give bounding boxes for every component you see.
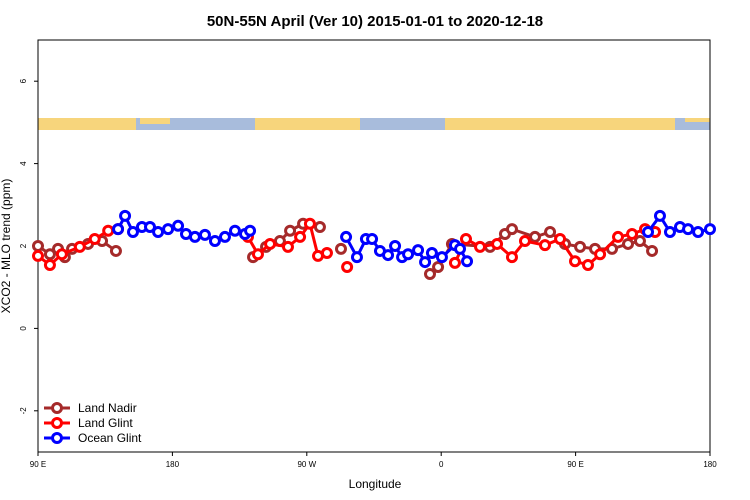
- point: [412, 244, 425, 257]
- point: [425, 247, 438, 260]
- point: [704, 223, 716, 236]
- point: [554, 232, 567, 245]
- point: [633, 235, 646, 248]
- point: [646, 244, 659, 257]
- legend-swatch-marker: [51, 402, 63, 414]
- point: [505, 251, 518, 264]
- point: [281, 240, 294, 253]
- point: [294, 230, 307, 243]
- point: [653, 209, 666, 222]
- point: [119, 209, 132, 222]
- point: [382, 249, 395, 262]
- point: [574, 240, 587, 253]
- y-tick-label: -2: [19, 407, 28, 415]
- y-axis-label: XCO2 - MLO trend (ppm): [0, 179, 13, 314]
- point: [461, 255, 474, 268]
- legend-label: Land Glint: [78, 416, 133, 430]
- point: [341, 261, 354, 274]
- point: [43, 248, 56, 261]
- x-tick-label: 180: [703, 460, 717, 469]
- point: [682, 223, 695, 236]
- point: [505, 223, 518, 236]
- point: [340, 230, 353, 243]
- point: [544, 225, 557, 238]
- point: [126, 225, 139, 238]
- point: [569, 255, 582, 268]
- point: [626, 228, 639, 241]
- point: [55, 248, 68, 261]
- point: [594, 248, 607, 261]
- point: [663, 225, 676, 238]
- point: [244, 224, 257, 237]
- point: [432, 261, 445, 274]
- y-tick-label: 2: [19, 243, 28, 248]
- point: [198, 228, 211, 241]
- point: [320, 247, 333, 260]
- legend-swatch-marker: [51, 432, 63, 444]
- point: [228, 224, 241, 237]
- point: [538, 239, 551, 252]
- x-tick-label: 90 W: [297, 460, 316, 469]
- point: [112, 223, 125, 236]
- y-tick-label: 6: [19, 78, 28, 83]
- point: [109, 244, 122, 257]
- point: [303, 217, 316, 230]
- point: [334, 242, 347, 255]
- point: [88, 232, 101, 245]
- point: [435, 251, 448, 264]
- point: [350, 251, 363, 264]
- point: [172, 219, 185, 232]
- point: [73, 240, 86, 253]
- x-axis-label: Longitude: [349, 477, 402, 491]
- point: [528, 230, 541, 243]
- point: [32, 249, 44, 262]
- point: [264, 237, 277, 250]
- legend-swatch-marker: [51, 417, 63, 429]
- x-tick-label: 0: [439, 460, 444, 469]
- point: [102, 224, 115, 237]
- point: [424, 268, 436, 281]
- point: [642, 225, 655, 238]
- point: [284, 224, 297, 237]
- point: [152, 225, 165, 238]
- chart-title: 50N-55N April (Ver 10) 2015-01-01 to 202…: [207, 13, 543, 30]
- point: [454, 242, 467, 255]
- point: [251, 248, 264, 261]
- y-tick-label: 0: [19, 326, 28, 331]
- point: [612, 230, 625, 243]
- point: [389, 240, 402, 252]
- point: [419, 256, 432, 269]
- point: [208, 235, 221, 248]
- point: [162, 223, 175, 236]
- point: [218, 230, 231, 243]
- point: [491, 237, 504, 250]
- point: [518, 235, 531, 248]
- point: [366, 232, 379, 245]
- point: [474, 240, 487, 253]
- x-tick-label: 180: [166, 460, 180, 469]
- point: [622, 237, 635, 250]
- point: [188, 230, 201, 243]
- point: [402, 248, 415, 261]
- legend-label: Land Nadir: [78, 401, 137, 415]
- land-ocean-strip: [38, 118, 710, 130]
- point: [581, 258, 594, 271]
- x-tick-label: 90 E: [30, 460, 46, 469]
- point: [144, 221, 156, 234]
- legend-label: Ocean Glint: [78, 431, 142, 445]
- point: [459, 232, 472, 245]
- point: [448, 256, 461, 269]
- point: [43, 258, 56, 271]
- point: [692, 225, 705, 238]
- point: [313, 221, 326, 234]
- x-tick-label: 90 E: [567, 460, 583, 469]
- point: [32, 240, 44, 252]
- y-tick-label: 4: [19, 161, 28, 166]
